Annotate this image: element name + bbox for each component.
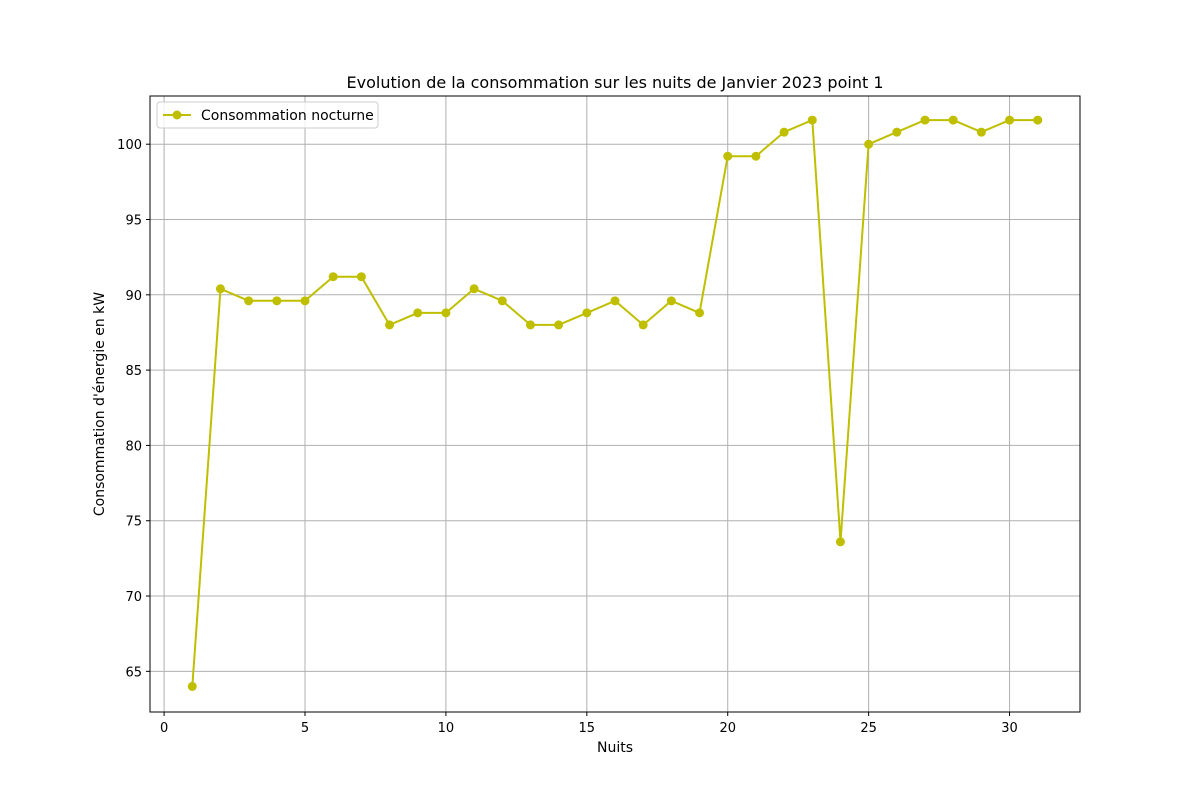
data-point-marker (807, 115, 817, 125)
x-tick-label: 0 (160, 721, 168, 736)
legend-label: Consommation nocturne (201, 108, 374, 124)
data-point-marker (272, 296, 282, 306)
x-axis-label: Nuits (597, 740, 633, 756)
data-point-marker (582, 308, 592, 318)
data-point-marker (666, 296, 676, 306)
data-point-marker (244, 296, 254, 306)
y-tick-label: 90 (125, 289, 142, 304)
data-point-marker (215, 284, 225, 294)
y-tick-label: 95 (125, 214, 142, 229)
data-point-marker (723, 151, 733, 161)
grid-lines (150, 96, 1080, 712)
y-axis-label: Consommation d'énergie en kW (92, 292, 108, 516)
x-tick-label: 15 (579, 721, 596, 736)
series-layer (187, 115, 1043, 691)
x-tick-label: 5 (301, 721, 309, 736)
y-tick-label: 70 (125, 590, 142, 605)
chart-title: Evolution de la consommation sur les nui… (347, 73, 884, 92)
series-line (191, 119, 1038, 687)
axis-ticks: 0 5 10 15 20 25 30 65 70 75 80 85 90 95 100 (117, 138, 1018, 736)
data-point-marker (356, 272, 366, 282)
data-point-marker (835, 537, 845, 547)
y-tick-label: 100 (117, 138, 142, 153)
data-point-marker (638, 320, 648, 330)
y-tick-label: 85 (125, 364, 142, 379)
data-point-marker (1005, 115, 1015, 125)
x-tick-label: 25 (860, 721, 877, 736)
legend-box (156, 101, 379, 129)
y-tick-label: 75 (125, 515, 142, 530)
data-point-marker (300, 296, 310, 306)
data-point-marker (525, 320, 535, 330)
legend-marker-swatch (172, 110, 182, 120)
data-point-marker (328, 272, 338, 282)
data-point-marker (948, 115, 958, 125)
data-point-marker (751, 151, 761, 161)
x-tick-label: 30 (1001, 721, 1018, 736)
y-tick-label: 65 (125, 665, 142, 680)
data-point-marker (695, 308, 705, 318)
data-point-marker (610, 296, 620, 306)
legend: Consommation nocturne (156, 101, 379, 129)
data-point-marker (892, 127, 902, 137)
data-point-marker (187, 681, 197, 691)
data-point-marker (864, 139, 874, 149)
plot-frame (149, 95, 1081, 713)
data-point-marker (469, 284, 479, 294)
data-point-marker (441, 308, 451, 318)
x-tick-label: 10 (438, 721, 455, 736)
y-tick-label: 80 (125, 439, 142, 454)
data-point-marker (1033, 115, 1043, 125)
data-point-marker (779, 127, 789, 137)
x-tick-label: 20 (719, 721, 736, 736)
data-point-marker (554, 320, 564, 330)
data-point-marker (976, 127, 986, 137)
data-point-marker (497, 296, 507, 306)
data-point-marker (920, 115, 930, 125)
data-point-marker (413, 308, 423, 318)
data-point-marker (385, 320, 395, 330)
